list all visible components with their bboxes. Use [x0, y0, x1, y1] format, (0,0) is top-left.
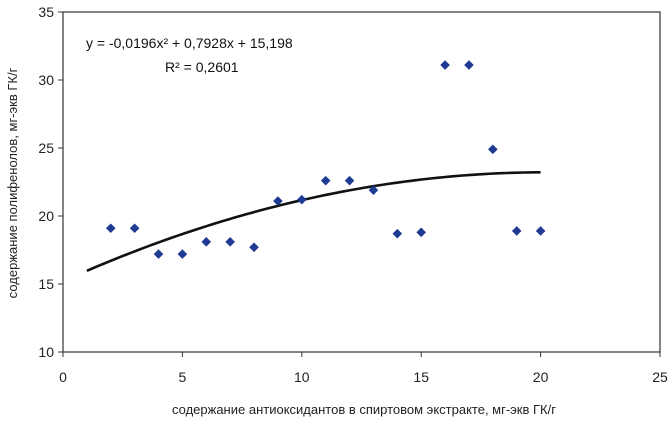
y-axis-ticks: 10 15 20 25 30 35 [38, 4, 63, 360]
y-axis-title: содержание полифенолов, мг-экв ГК/г [5, 67, 20, 298]
x-tick-label: 5 [179, 369, 187, 385]
data-point [440, 60, 450, 70]
data-point [464, 60, 474, 70]
x-tick-label: 25 [652, 369, 668, 385]
y-tick-label: 30 [38, 72, 54, 88]
data-point [320, 175, 331, 186]
trendline-r2: R² = 0,2601 [165, 59, 239, 75]
data-point [511, 226, 522, 236]
data-point [225, 237, 235, 247]
data-point [344, 175, 355, 186]
data-point [392, 228, 403, 239]
plot-frame [62, 11, 661, 353]
x-tick-label: 0 [59, 369, 67, 385]
x-tick-label: 15 [413, 369, 429, 385]
trendline-equation: y = -0,0196x² + 0,7928x + 15,198 [86, 35, 293, 51]
y-tick-label: 15 [38, 276, 54, 292]
y-tick-label: 20 [38, 208, 54, 224]
x-axis-title: содержание антиоксидантов в спиртовом эк… [172, 402, 556, 417]
data-point [153, 249, 164, 259]
x-axis-ticks: 0 5 10 15 20 25 [59, 352, 668, 385]
data-point [416, 227, 426, 238]
data-point [177, 249, 188, 259]
data-point [249, 242, 259, 253]
data-point [273, 196, 283, 206]
y-tick-label: 35 [38, 4, 54, 20]
trendline [86, 170, 541, 272]
data-point [105, 223, 116, 234]
data-points [105, 60, 546, 259]
data-point [488, 144, 498, 155]
data-point [368, 185, 379, 195]
data-point [201, 237, 212, 247]
data-point [297, 194, 307, 205]
trendline-group [86, 170, 541, 272]
x-tick-label: 20 [533, 369, 549, 385]
plot-area [62, 11, 661, 353]
x-tick-label: 10 [294, 369, 310, 385]
y-tick-label: 10 [38, 344, 54, 360]
data-point [129, 223, 140, 234]
y-tick-label: 25 [38, 140, 54, 156]
data-point [535, 226, 546, 236]
